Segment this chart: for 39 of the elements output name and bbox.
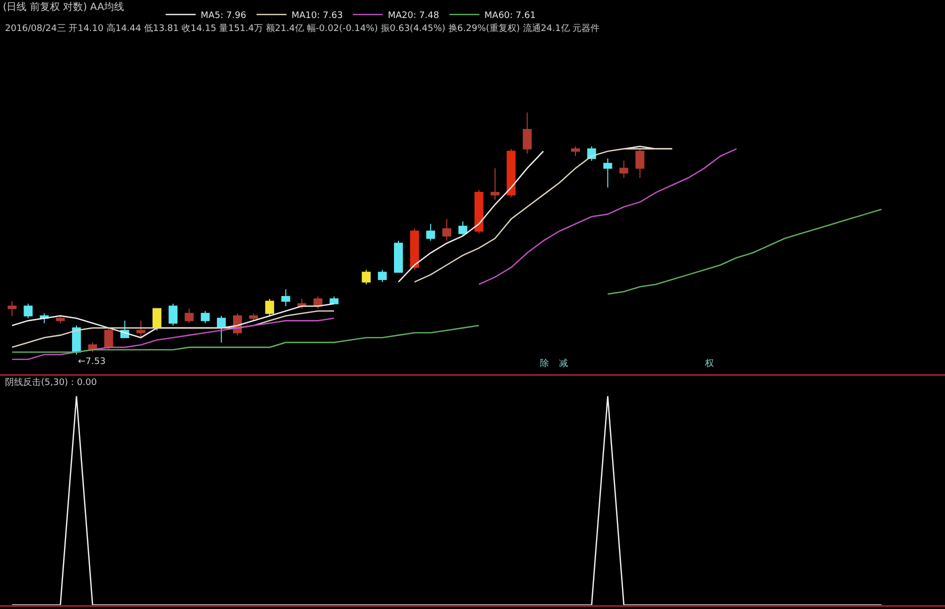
candlestick: [603, 158, 612, 188]
candlestick: [56, 315, 65, 324]
candlestick: [8, 300, 17, 316]
legend-label: MA10: 7.63: [292, 11, 343, 22]
candlestick: [200, 310, 210, 324]
legend-label: MA20: 7.48: [388, 11, 440, 22]
candlestick: [362, 269, 371, 285]
candlestick: [458, 220, 468, 236]
candlestick: [410, 228, 419, 270]
candlestick: [426, 223, 436, 242]
candlestick: [281, 288, 290, 307]
candlestick: [72, 325, 81, 356]
candlestick: [506, 148, 516, 198]
candlestick: [265, 298, 274, 316]
candlestick: [394, 240, 403, 273]
text: 权: [704, 358, 714, 369]
chart-title: 阴线反击(5,30) : 0.00: [5, 377, 98, 388]
text: 减: [559, 358, 568, 369]
candlestick: [24, 303, 33, 319]
candlestick: [136, 320, 146, 338]
candlestick: [619, 160, 628, 178]
candlestick: [152, 308, 162, 331]
annotation: ←7.53: [78, 357, 106, 367]
candlestick: [216, 315, 226, 343]
candlestick: [168, 303, 178, 326]
candlestick: [378, 269, 387, 282]
candlestick: [442, 218, 452, 242]
candlestick: [522, 112, 532, 154]
candlestick: [635, 148, 644, 178]
candlestick: [184, 308, 194, 324]
candlestick: [571, 146, 580, 157]
legend-label: MA60: 7.61: [484, 11, 536, 22]
text: 除: [540, 358, 549, 369]
candlestick: [474, 189, 484, 234]
chart-subtitle: 2016/08/24三 开14.10 高14.44 低13.81 收14.15 量151.4万 额21.4亿 幅-0.02(-0.14%) 振0.63(4.45%) 换6.29%(重复权) 流通24.1亿 元器件: [5, 23, 600, 34]
chart-title: (日线 前复权 对数) AA均线: [2, 1, 124, 14]
candlestick: [490, 168, 500, 200]
candlestick: [104, 327, 114, 350]
legend-label: MA5: 7.96: [200, 11, 247, 22]
